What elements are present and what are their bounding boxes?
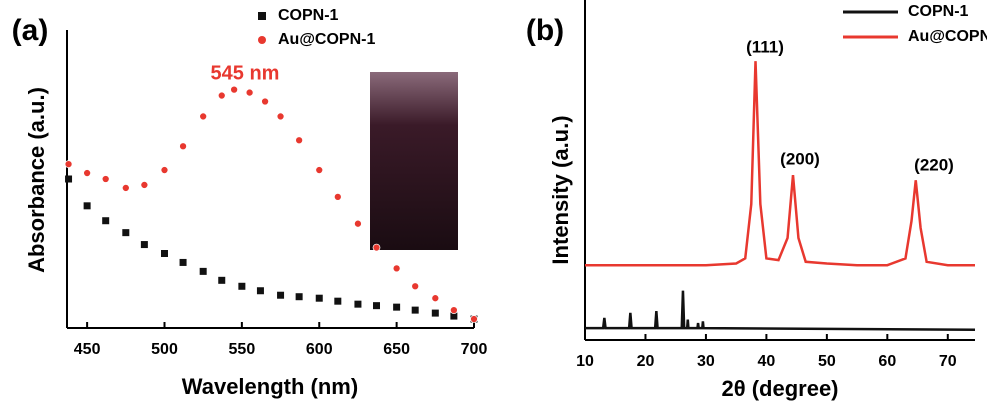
x-tick-label: 550 [229, 341, 256, 358]
marker [431, 309, 439, 317]
x-tick-label: 20 [637, 353, 655, 370]
legend-label: Au@COPN-1 [908, 28, 987, 45]
x-tick-label: 50 [818, 353, 836, 370]
marker [295, 293, 303, 301]
marker [199, 267, 207, 275]
x-tick-label: 600 [306, 341, 333, 358]
marker [334, 297, 342, 305]
marker [230, 85, 238, 94]
x-tick-label: 60 [878, 353, 896, 370]
x-tick-label: 10 [576, 353, 594, 370]
x-tick-label: 500 [151, 341, 178, 358]
x-tick-label: 30 [697, 353, 715, 370]
marker [295, 136, 303, 145]
inset-photo [370, 72, 458, 250]
marker [333, 193, 342, 201]
marker [393, 303, 401, 311]
y-axis-label: Absorbance (a.u.) [24, 87, 49, 273]
marker [450, 306, 458, 314]
legend-marker [258, 12, 266, 20]
marker [179, 142, 187, 151]
marker [431, 294, 440, 303]
marker [315, 166, 324, 174]
marker [238, 282, 246, 290]
annotation: (111) [746, 37, 784, 56]
panel-label: (b) [526, 14, 564, 47]
y-axis-label: Intensity (a.u.) [548, 115, 573, 264]
annotation: (200) [780, 149, 820, 168]
marker [411, 306, 419, 314]
marker [277, 291, 285, 299]
marker [354, 300, 362, 308]
marker [411, 282, 420, 291]
legend-label: Au@COPN-1 [278, 31, 375, 48]
marker [217, 91, 226, 100]
marker [83, 202, 91, 210]
annotation: (220) [914, 155, 954, 174]
marker [373, 302, 381, 310]
marker [122, 229, 130, 237]
x-axis-label: Wavelength (nm) [182, 374, 358, 399]
x-tick-label: 700 [461, 341, 488, 358]
marker [140, 181, 149, 189]
marker [315, 294, 323, 302]
marker [160, 166, 169, 174]
marker [102, 217, 110, 225]
marker [218, 276, 226, 284]
line [585, 290, 976, 332]
annotation: 545 nm [211, 62, 280, 84]
marker [354, 219, 362, 228]
legend-label: COPN-1 [908, 3, 969, 20]
marker [450, 312, 458, 320]
legend-marker [258, 36, 266, 44]
marker [83, 169, 91, 177]
marker [121, 184, 130, 192]
marker [179, 258, 187, 266]
marker [64, 160, 73, 168]
marker [245, 88, 254, 97]
marker [276, 112, 285, 121]
x-tick-label: 70 [939, 353, 957, 370]
marker [140, 241, 148, 249]
marker [372, 243, 381, 252]
marker [65, 175, 73, 183]
panel-label: (a) [12, 14, 49, 47]
x-tick-label: 450 [74, 341, 101, 358]
marker [256, 287, 264, 295]
x-tick-label: 40 [757, 353, 775, 370]
marker [392, 264, 401, 273]
marker [261, 97, 269, 106]
line [585, 61, 975, 267]
x-axis-label: 2θ (degree) [721, 376, 838, 401]
marker [101, 175, 110, 183]
marker [160, 250, 168, 257]
legend-label: COPN-1 [278, 7, 339, 24]
marker [470, 315, 478, 323]
x-tick-label: 650 [383, 341, 410, 358]
marker [199, 112, 208, 121]
